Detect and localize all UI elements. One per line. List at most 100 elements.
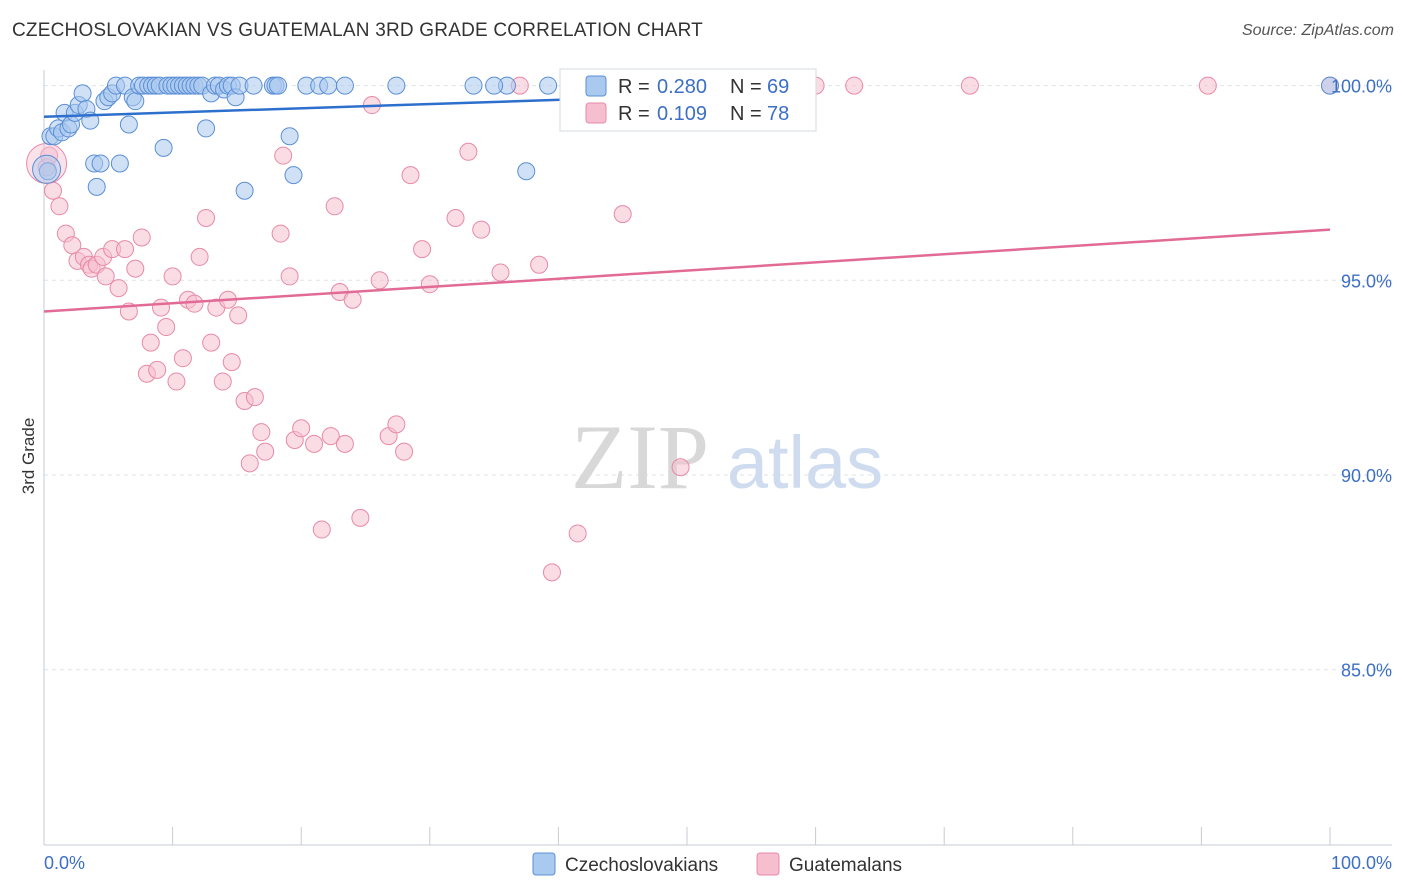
czechoslovakians-point-22 [119, 115, 138, 134]
czechoslovakians-points [32, 76, 1339, 200]
czechoslovakians-point-42 [197, 119, 216, 138]
guatemalans-point-17 [126, 259, 145, 278]
guatemalans-point-54 [351, 508, 370, 527]
czechoslovakians-point-70 [517, 162, 536, 181]
czechoslovakians-point-60 [319, 76, 338, 95]
guatemalans-point-31 [202, 333, 221, 352]
guatemalans-point-48 [312, 520, 331, 539]
y-tick-label-90: 90.0% [1341, 466, 1392, 486]
czechoslovakians-point-10 [73, 84, 92, 103]
bottom-legend-label-czechoslovakians: Czechoslovakians [565, 855, 718, 876]
x-tick-label-100: 100.0% [1331, 853, 1392, 873]
guatemalans-point-65 [472, 220, 491, 239]
bottom-legend-label-guatemalans: Guatemalans [789, 855, 902, 876]
y-tick-label-100: 100.0% [1331, 77, 1392, 97]
guatemalans-point-39 [245, 388, 264, 407]
guatemalans-point-14 [109, 279, 128, 298]
guatemalans-point-22 [152, 298, 171, 317]
guatemalans-point-50 [325, 197, 344, 216]
legend-n-label-2: N = [730, 103, 762, 125]
series-legend: Czechoslovakians Guatemalans [532, 852, 902, 876]
x-tick-label-0: 0.0% [44, 853, 85, 873]
axes [43, 70, 1392, 846]
guatemalans-point-56 [370, 271, 389, 290]
guatemalans-point-69 [542, 563, 561, 582]
czechoslovakians-point-51 [235, 181, 254, 200]
guatemalans-point-15 [116, 240, 135, 259]
guatemalans-trend-line [43, 228, 1331, 313]
chart-title: CZECHOSLOVAKIAN VS GUATEMALAN 3RD GRADE … [12, 20, 703, 41]
tick-labels: 100.0% 95.0% 90.0% 85.0% 0.0% 100.0% [44, 77, 1392, 873]
guatemalans-point-60 [401, 166, 420, 185]
guatemalans-point-68 [530, 255, 549, 274]
czechoslovakians-point-61 [335, 76, 354, 95]
legend-r-value-2: 0.109 [657, 103, 707, 125]
czechoslovakians-point-14 [87, 177, 106, 196]
guatemalans-point-62 [420, 275, 439, 294]
guatemalans-point-49 [321, 427, 340, 446]
guatemalans-point-52 [335, 434, 354, 453]
czechoslovakians-point-56 [280, 127, 299, 146]
guatemalans-point-3 [50, 197, 69, 216]
guatemalans-point-25 [167, 372, 186, 391]
legend-swatch-blue [585, 75, 607, 97]
watermark-zip: ZIP [571, 406, 709, 508]
guatemalans-point-30 [197, 208, 216, 227]
guatemalans-point-40 [252, 423, 271, 442]
guatemalans-point-75 [960, 76, 979, 95]
czechoslovakians-point-15 [91, 154, 110, 173]
guatemalans-point-53 [343, 290, 362, 309]
legend-n-value-2: 78 [767, 103, 789, 125]
guatemalans-point-63 [446, 208, 465, 227]
guatemalans-point-74 [845, 76, 864, 95]
czechoslovakians-point-52 [244, 76, 263, 95]
guatemalans-point-59 [395, 442, 414, 461]
guatemalans-point-20 [141, 333, 160, 352]
legend-swatch-pink [585, 102, 607, 124]
watermark: ZIP atlas [571, 406, 883, 508]
czechoslovakians-cluster-point [32, 154, 62, 184]
legend-r-label-2: R = [618, 103, 650, 125]
legend-r-value-1: 0.280 [657, 76, 707, 98]
watermark-atlas: atlas [727, 421, 883, 504]
guatemalans-point-42 [271, 224, 290, 243]
czechoslovakians-point-55 [269, 76, 288, 95]
y-tick-label-95: 95.0% [1341, 271, 1392, 291]
czechoslovakians-point-57 [284, 166, 303, 185]
czechoslovakians-point-72 [1321, 76, 1339, 95]
czechoslovakians-point-69 [485, 76, 504, 95]
legend-n-value-1: 69 [767, 76, 789, 98]
guatemalans-point-28 [185, 294, 204, 313]
czechoslovakians-point-20 [110, 154, 129, 173]
guatemalans-point-66 [491, 263, 510, 282]
guatemalans-point-36 [229, 306, 248, 325]
guatemalans-point-61 [413, 240, 432, 259]
guatemalans-point-12 [96, 267, 115, 286]
legend-r-label-1: R = [618, 76, 650, 98]
czechoslovakians-point-63 [464, 76, 483, 95]
czechoslovakians-point-31 [154, 138, 173, 157]
guatemalans-point-21 [148, 360, 167, 379]
guatemalans-point-29 [190, 247, 209, 266]
grid-lines [44, 85, 1392, 671]
guatemalans-point-41 [256, 442, 275, 461]
guatemalans-point-43 [274, 146, 293, 165]
guatemalans-point-71 [613, 205, 632, 224]
bottom-legend-swatch-pink [756, 852, 780, 876]
guatemalans-point-44 [280, 267, 299, 286]
guatemalans-point-64 [459, 142, 478, 161]
guatemalans-point-35 [222, 353, 241, 372]
legend-n-label-1: N = [730, 76, 762, 98]
czechoslovakians-point-65 [539, 76, 558, 95]
bottom-legend-swatch-blue [532, 852, 556, 876]
guatemalans-point-47 [305, 434, 324, 453]
czechoslovakians-point-62 [387, 76, 406, 95]
y-axis-label: 3rd Grade [19, 418, 38, 495]
guatemalans-point-24 [163, 267, 182, 286]
guatemalans-point-46 [292, 419, 311, 438]
guatemalans-point-23 [157, 318, 176, 337]
guatemalans-point-2 [44, 181, 63, 200]
guatemalans-point-18 [132, 228, 151, 247]
source-label: Source: ZipAtlas.com [1241, 22, 1394, 39]
